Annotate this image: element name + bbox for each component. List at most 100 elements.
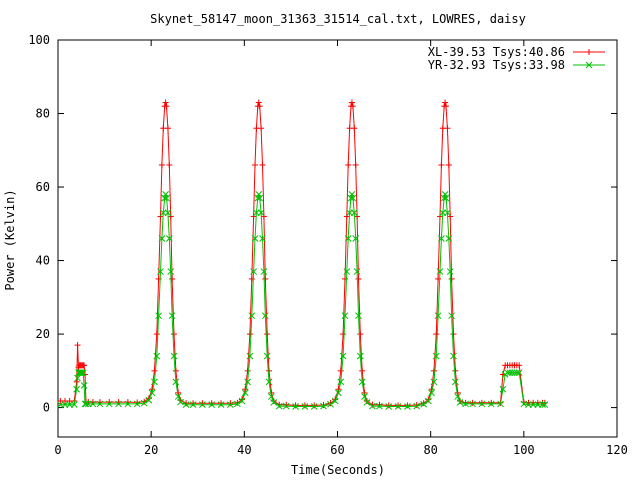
- series-2-point: [182, 401, 190, 409]
- series-2-point: [248, 312, 256, 320]
- x-tick-label: 60: [330, 443, 344, 457]
- series-2-point: [361, 393, 368, 400]
- series-2-point: [227, 401, 234, 409]
- series-1-point: [450, 331, 457, 338]
- series-2-point: [177, 398, 184, 406]
- series-2: [56, 191, 549, 410]
- series-1-point: [345, 161, 352, 168]
- series-1-point: [246, 331, 253, 338]
- series-2-point: [105, 400, 113, 408]
- plot-area: [57, 39, 618, 438]
- series-1-point: [349, 103, 356, 110]
- series-2-point: [275, 402, 283, 410]
- x-tick-label: 20: [144, 443, 158, 457]
- series-1-point: [250, 213, 257, 220]
- series-2-point: [404, 403, 411, 410]
- series-2-line: [60, 194, 545, 407]
- series-1-point: [488, 399, 495, 406]
- series-1-point: [74, 342, 81, 349]
- series-2-point: [256, 194, 264, 202]
- series-2-point: [349, 194, 357, 202]
- series-2-point: [513, 369, 521, 377]
- series-2-point: [170, 352, 178, 360]
- y-tick-label: 40: [36, 254, 50, 268]
- series-2-point: [140, 399, 148, 407]
- series-2-point: [81, 400, 89, 408]
- series-1-point: [404, 402, 411, 409]
- series-2-point: [438, 235, 445, 242]
- series-2-point: [450, 352, 457, 360]
- series-2-point: [257, 209, 265, 217]
- series-1-point: [162, 99, 169, 106]
- series-2-point: [445, 235, 453, 242]
- series-2-point: [301, 403, 309, 410]
- series-2-point: [172, 378, 180, 386]
- x-tick-label: 120: [606, 443, 628, 457]
- series-2-point: [456, 399, 464, 406]
- series-2-point: [115, 400, 122, 408]
- axis-ticks: 0 20 40 60 80 100 120 0 20 40 60 80 100: [28, 33, 628, 457]
- series-1-point: [452, 367, 459, 374]
- series-2-point: [238, 397, 246, 405]
- series-2-point: [96, 400, 104, 408]
- series-2-point: [369, 402, 376, 410]
- series-2-point: [358, 378, 366, 386]
- series-2-point: [74, 374, 81, 382]
- series-2-point: [469, 400, 476, 408]
- series-2-point: [337, 378, 345, 386]
- series-2-point: [251, 235, 259, 242]
- series-1-point: [262, 275, 269, 282]
- series-1-point: [153, 331, 160, 338]
- series-1-point: [445, 161, 452, 168]
- x-axis-label: Time(Seconds): [291, 463, 385, 477]
- series-2-point: [497, 400, 504, 408]
- series-2-point: [151, 378, 158, 386]
- series-1-point: [158, 161, 165, 168]
- series-2-point: [442, 194, 450, 202]
- series-1-point: [433, 331, 440, 338]
- series-2-point: [424, 397, 432, 405]
- series-1-point: [355, 275, 362, 282]
- series-1-point: [469, 399, 476, 406]
- series-2-point: [78, 369, 86, 377]
- series-2-point: [452, 378, 459, 386]
- y-axis-label: Power (Kelvin): [3, 189, 17, 290]
- series-2-point: [199, 401, 206, 409]
- legend-swatch-marker: [586, 49, 592, 55]
- series-2-point: [327, 400, 334, 408]
- series-1-point: [343, 213, 350, 220]
- series-1-point: [252, 161, 259, 168]
- series-2-point: [233, 400, 241, 408]
- series-1-point: [436, 213, 443, 220]
- series-2-point: [164, 209, 172, 217]
- series-1-point: [516, 362, 523, 369]
- series-2-point: [250, 268, 258, 275]
- series-1-point: [359, 367, 366, 374]
- series-2-point: [355, 312, 362, 320]
- series-1-point: [163, 103, 170, 110]
- series-1-point: [352, 161, 359, 168]
- series-2-point: [331, 397, 339, 405]
- series-1-point: [478, 399, 485, 406]
- series-2-point: [246, 352, 254, 360]
- series-2-point: [430, 378, 438, 386]
- series-1-point: [157, 213, 164, 220]
- series-2-point: [413, 402, 421, 410]
- series-2-point: [428, 389, 435, 397]
- series-2-point: [344, 235, 352, 242]
- series-2-point: [133, 400, 141, 408]
- series-2-point: [341, 312, 349, 320]
- series-2-point: [73, 385, 80, 393]
- series-2-point: [282, 402, 290, 410]
- series-2-point: [158, 235, 166, 242]
- series-1: [57, 99, 548, 409]
- series-1-point: [462, 399, 469, 406]
- series-2-point: [155, 312, 162, 320]
- series-1-point: [170, 331, 177, 338]
- series-2-point: [217, 401, 225, 409]
- x-tick-label: 100: [513, 443, 535, 457]
- series-1-point: [264, 331, 271, 338]
- series-1-point: [255, 99, 262, 106]
- series-1-point: [301, 402, 308, 409]
